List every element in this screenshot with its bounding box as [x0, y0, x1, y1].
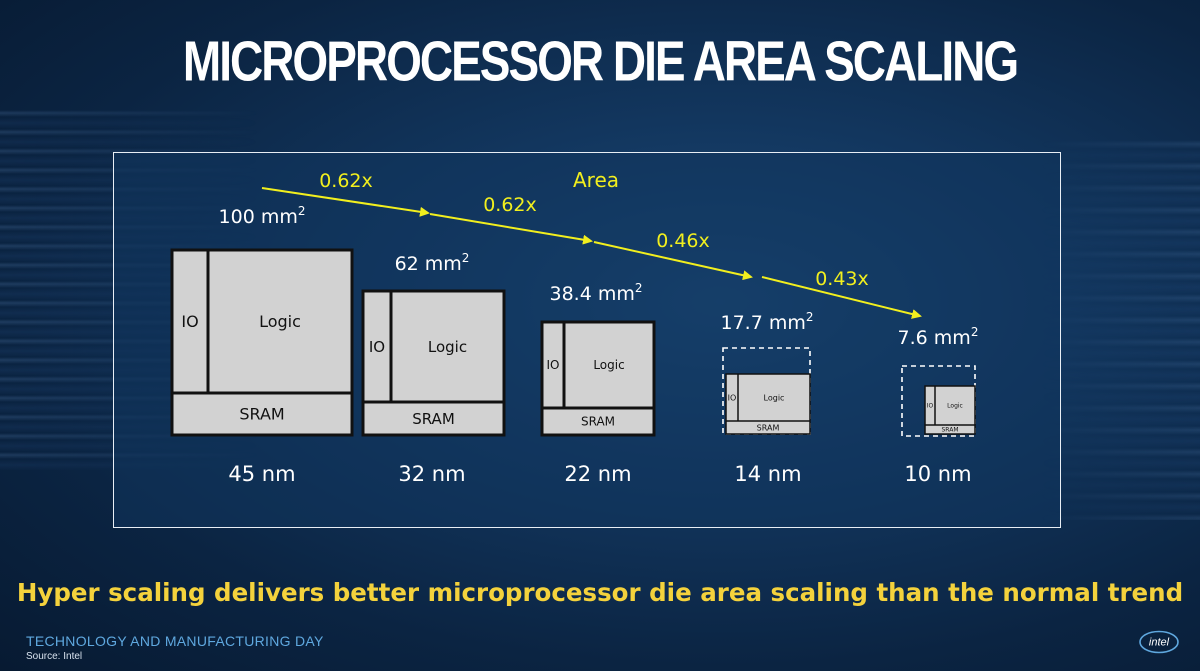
die-22nm: IO Logic SRAM 38.4 mm2 22 nm	[540, 281, 656, 486]
die-area-label: 62 mm2	[395, 251, 470, 275]
sram-label: SRAM	[757, 423, 780, 432]
die-32nm: IO Logic SRAM 62 mm2 32 nm	[361, 251, 506, 486]
footer-event-name: TECHNOLOGY AND MANUFACTURING DAY	[26, 633, 324, 649]
scaling-arrows: 0.62x 0.62x 0.46x 0.43x	[261, 170, 922, 319]
logic-label: Logic	[259, 312, 301, 331]
background-streaks-right	[1040, 140, 1200, 520]
process-node-label: 10 nm	[904, 462, 971, 486]
process-node-label: 22 nm	[564, 462, 631, 486]
process-node-label: 14 nm	[734, 462, 801, 486]
logic-label: Logic	[593, 358, 624, 372]
die-blocks: IO Logic SRAM 100 mm2 45 nm IO Logic SRAM 62 mm2…	[170, 204, 979, 486]
io-label: IO	[927, 403, 934, 410]
io-label: IO	[369, 338, 385, 356]
die-block	[361, 289, 506, 437]
logic-label: Logic	[428, 338, 467, 356]
intel-logo: intel	[1139, 630, 1179, 654]
die-block	[924, 385, 976, 435]
logic-label: Logic	[764, 393, 785, 402]
scaling-arrow	[261, 187, 430, 217]
footer-source: Source: Intel	[26, 651, 83, 662]
process-node-label: 32 nm	[398, 462, 465, 486]
slide-title: MICROPROCESSOR DIE AREA SCALING	[182, 29, 1019, 93]
sram-label: SRAM	[581, 415, 615, 429]
io-label: IO	[728, 393, 737, 402]
scaling-arrow	[429, 213, 593, 245]
scaling-factor-label: 0.43x	[815, 268, 869, 290]
scaling-factor-label: 0.46x	[656, 230, 710, 252]
process-node-label: 45 nm	[228, 462, 295, 486]
die-10nm: IO Logic SRAM 7.6 mm2 10 nm	[898, 325, 979, 486]
scaling-arrow	[761, 276, 922, 319]
die-area-label: 7.6 mm2	[898, 325, 979, 349]
sram-label: SRAM	[412, 410, 455, 428]
scaling-factor-label: 0.62x	[483, 194, 537, 216]
io-label: IO	[547, 358, 560, 372]
svg-text:intel: intel	[1149, 637, 1170, 649]
sram-label: SRAM	[941, 427, 958, 434]
die-45nm: IO Logic SRAM 100 mm2 45 nm	[170, 204, 354, 486]
logic-label: Logic	[947, 403, 963, 410]
die-area-label: 100 mm2	[219, 204, 306, 228]
die-block	[540, 320, 656, 437]
die-14nm: IO Logic SRAM 17.7 mm2 14 nm	[720, 310, 813, 486]
sram-label: SRAM	[239, 405, 284, 424]
area-trend-label: Area	[573, 168, 619, 192]
io-label: IO	[181, 312, 198, 331]
scaling-arrow	[593, 241, 753, 281]
tagline: Hyper scaling delivers better microproce…	[16, 578, 1184, 607]
die-block	[170, 248, 354, 437]
die-area-label: 17.7 mm2	[720, 310, 813, 334]
die-area-label: 38.4 mm2	[549, 281, 642, 305]
die-block	[725, 373, 811, 435]
scaling-factor-label: 0.62x	[319, 170, 373, 192]
